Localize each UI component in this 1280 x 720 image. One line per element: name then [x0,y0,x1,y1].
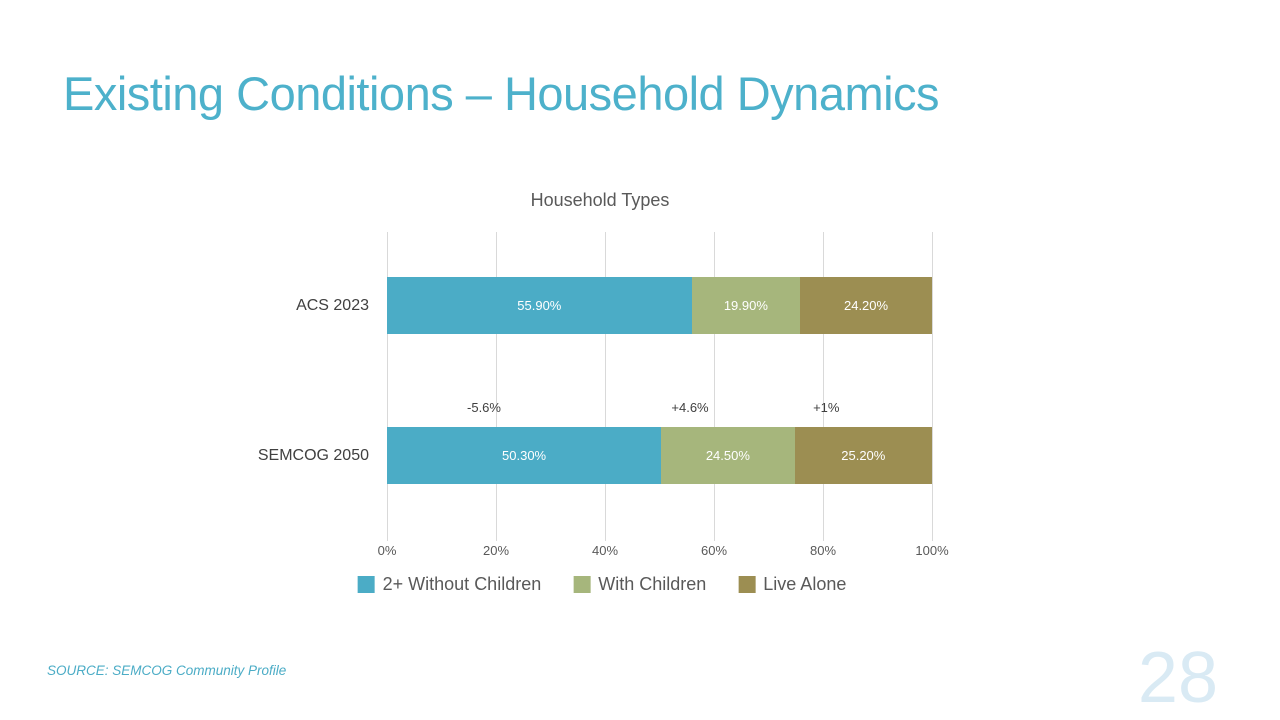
legend-label: Live Alone [763,574,847,594]
bar-value-label: 24.20% [843,298,889,313]
bar-segment: 25.20% [794,427,932,484]
gridline [713,232,715,541]
bar-segment: 24.20% [800,277,932,334]
bar-segment: 55.90% [387,277,692,334]
x-axis-tick-label: 80% [809,543,837,558]
gridline [931,232,933,541]
slide-title: Existing Conditions – Household Dynamics [63,67,940,120]
gridline [386,232,388,541]
bar-segment: 24.50% [661,427,795,484]
delta-label: +4.6% [671,400,709,415]
chart-title: Household Types [530,190,670,210]
legend-item: 2+ Without Children [357,574,542,595]
delta-label: -5.6% [467,400,501,415]
bar-row: 50.30% 24.50% 25.20% [387,427,932,484]
page-number: 28 [1137,638,1218,718]
bar-value-label: 55.90% [517,298,562,313]
gridline [822,232,824,541]
bar-value-label: 25.20% [841,448,886,463]
plot-area: 0% 20% 40% 60% 80% 100% 55.90% 19.90% 24.20% ACS … [258,232,949,558]
gridline [604,232,606,541]
bar-segment: 19.90% [691,277,801,334]
legend-label: 2+ Without Children [382,574,542,594]
legend-item: Live Alone [738,574,846,595]
gridline [495,232,497,541]
category-label: ACS 2023 [296,296,369,314]
category-label: SEMCOG 2050 [257,446,369,464]
x-axis-tick-label: 60% [700,543,728,558]
bar-value-label: 24.50% [705,448,750,463]
chart-legend: 2+ Without Children With Children Live Alo… [357,574,846,595]
x-axis-tick-label: 0% [377,543,397,558]
source-note: SOURCE: SEMCOG Community Profile [47,663,287,678]
x-axis-tick-label: 40% [591,543,619,558]
bar-value-label: 19.90% [723,298,768,313]
x-axis-tick-label: 100% [915,543,949,558]
legend-label: With Children [598,574,707,594]
legend-swatch-icon [357,576,375,593]
bar-segment: 50.30% [387,427,662,484]
legend-swatch-icon [573,576,591,593]
legend-swatch-icon [738,576,756,593]
bar-value-label: 50.30% [502,448,547,463]
delta-label: +1% [813,400,840,415]
bar-row: 55.90% 19.90% 24.20% [387,277,932,334]
x-axis-tick-label: 20% [482,543,510,558]
legend-item: With Children [573,574,706,595]
